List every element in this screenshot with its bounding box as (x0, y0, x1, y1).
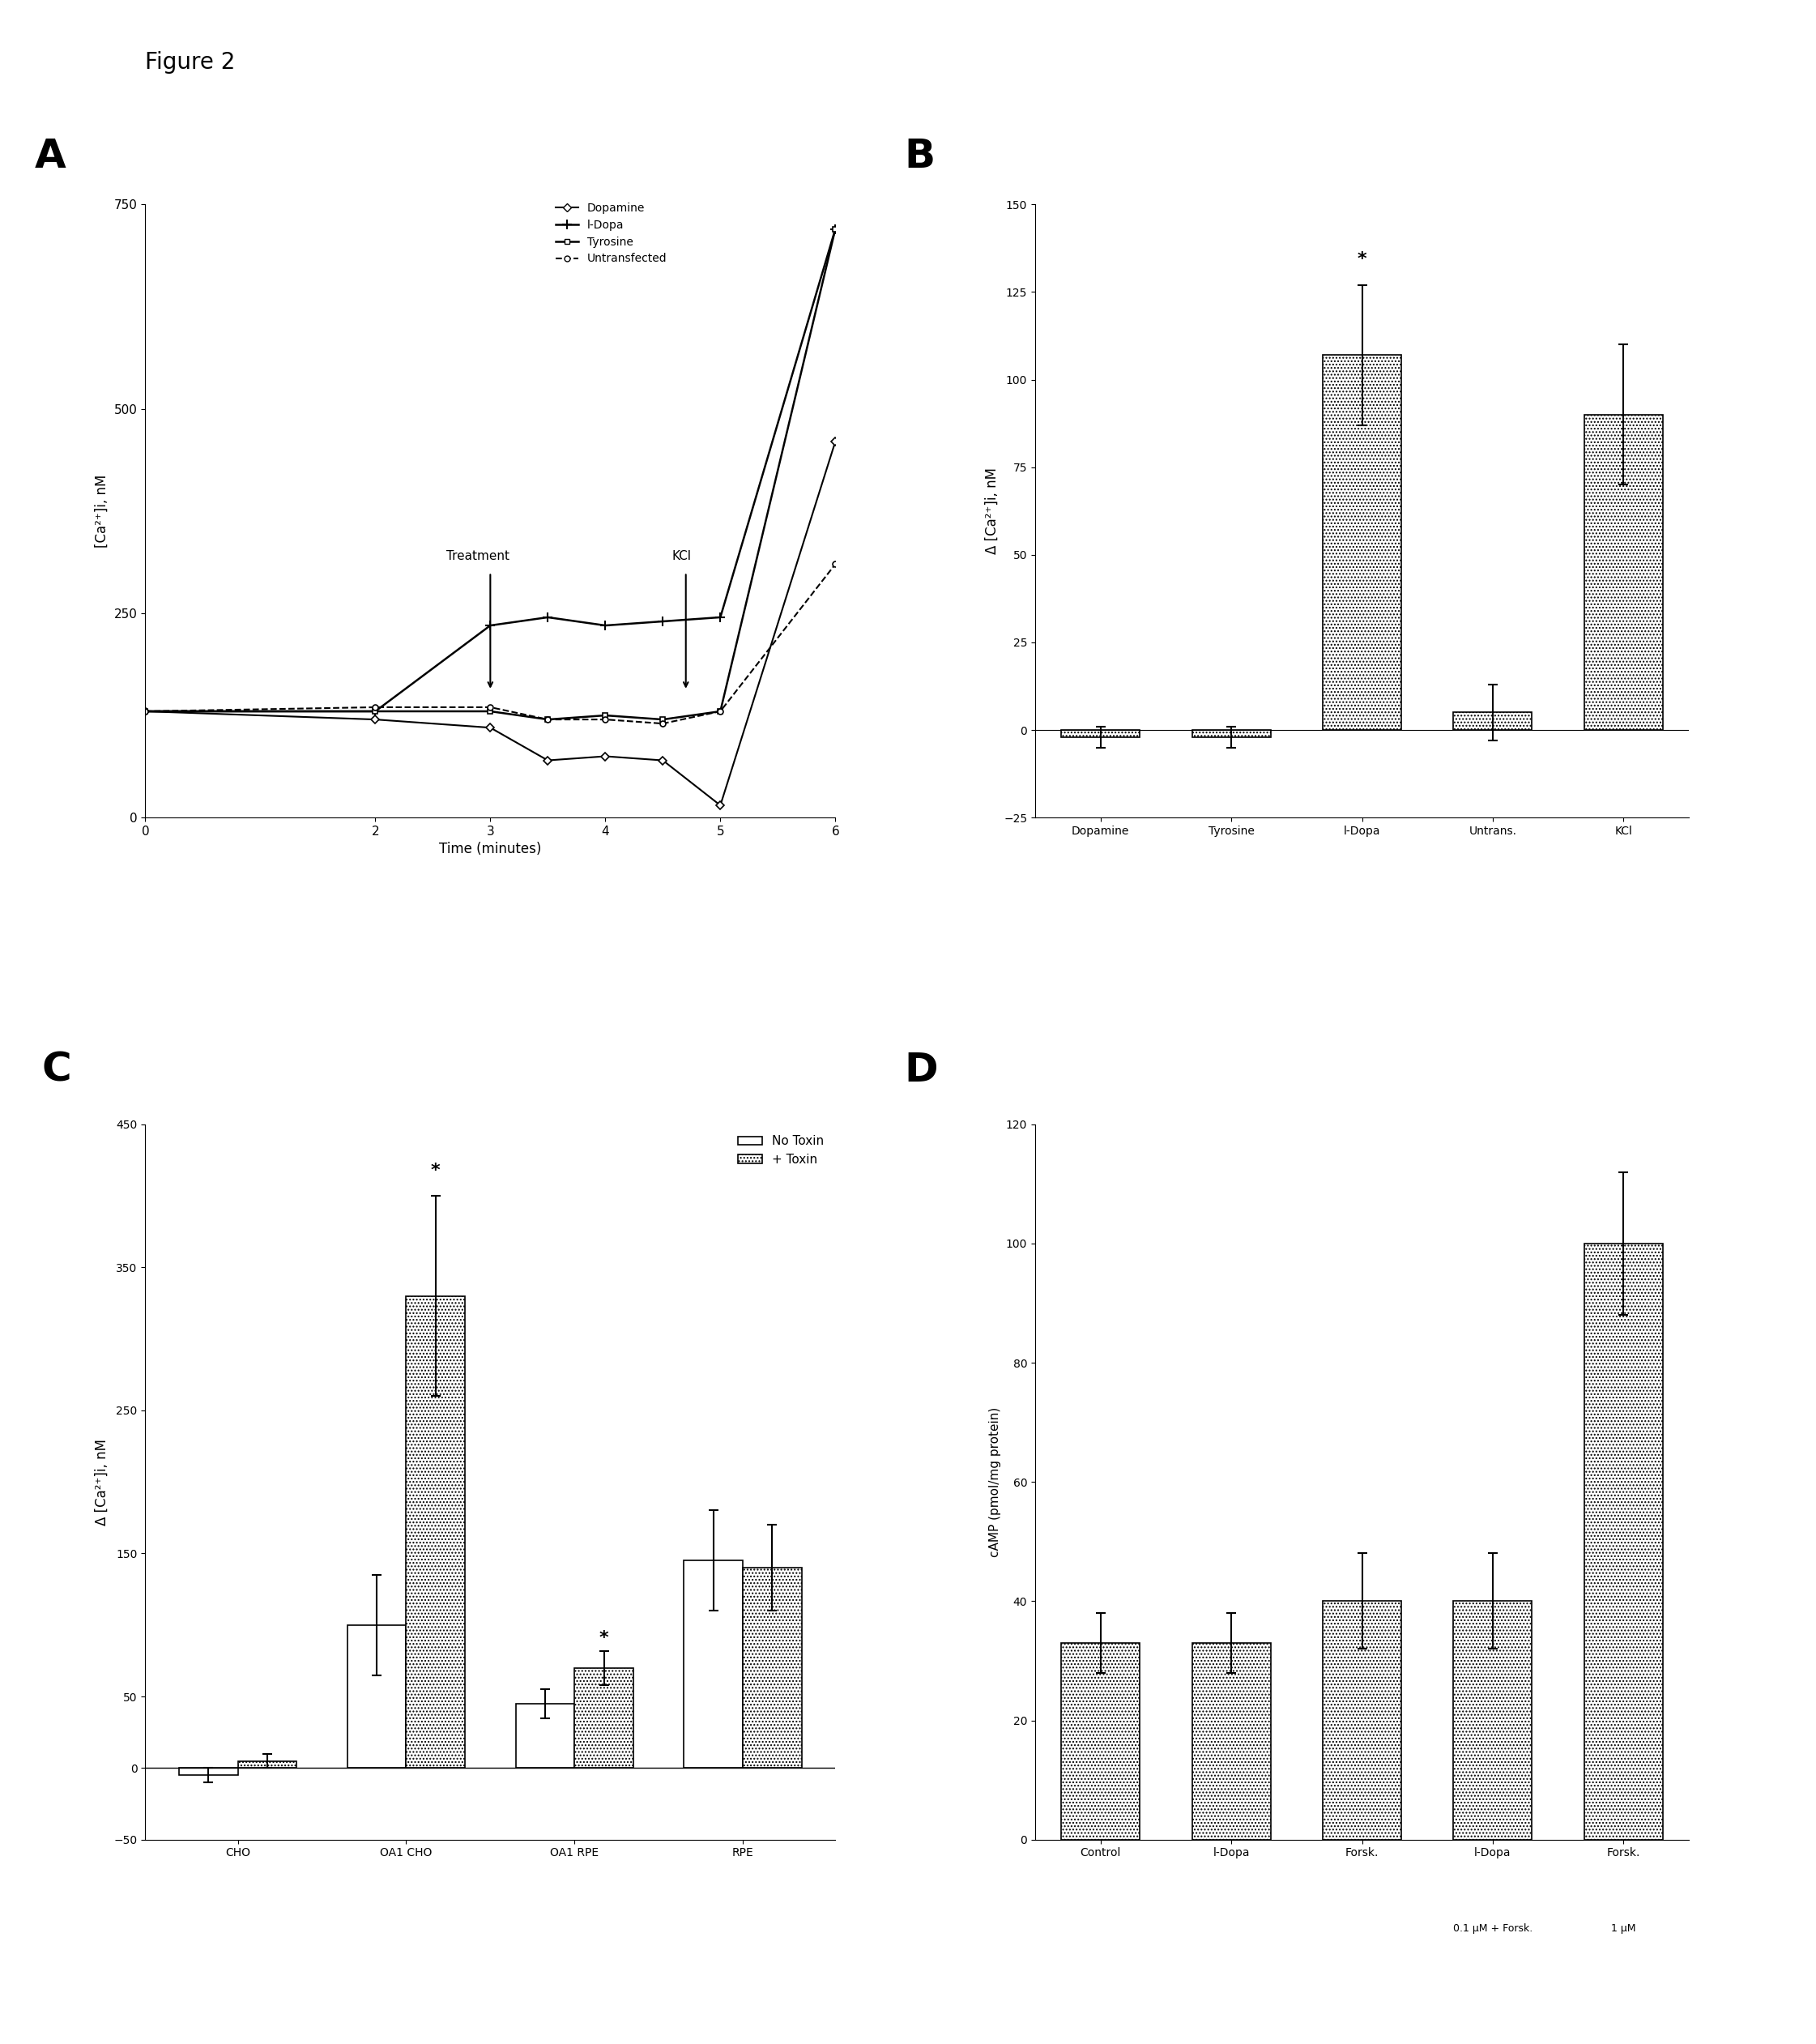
Bar (1453, 1600, 1533, 1840)
Text: C: C (42, 1051, 71, 1089)
Y-axis label: Δ [Ca²⁺]i, nM: Δ [Ca²⁺]i, nM (94, 1439, 109, 1525)
Bar (743, 1568, 801, 1768)
Y-axis label: cAMP (pmol/mg protein): cAMP (pmol/mg protein) (990, 1406, 1001, 1558)
Bar (1584, 415, 1663, 730)
Text: 0.1 μM + Forsk.: 0.1 μM + Forsk. (1453, 1923, 1533, 1934)
Bar (407, 1296, 465, 1768)
Legend: No Toxin, + Toxin: No Toxin, + Toxin (732, 1130, 830, 1171)
Bar (1584, 1243, 1663, 1840)
Bar (1191, 1643, 1271, 1840)
Bar (1322, 1600, 1402, 1840)
Bar (574, 1668, 634, 1768)
Bar (238, 1760, 296, 1768)
Text: Figure 2: Figure 2 (145, 51, 236, 74)
Bar (685, 1562, 743, 1768)
Bar (1453, 713, 1533, 730)
Text: *: * (599, 1631, 608, 1647)
Text: *: * (1357, 251, 1367, 268)
Bar (1191, 730, 1271, 738)
X-axis label: Time (minutes): Time (minutes) (439, 842, 541, 856)
Text: D: D (904, 1051, 939, 1089)
Y-axis label: Δ [Ca²⁺]i, nM: Δ [Ca²⁺]i, nM (984, 468, 999, 554)
Bar (1061, 730, 1140, 738)
Bar (180, 1768, 238, 1774)
Text: 1 μM: 1 μM (1611, 1923, 1636, 1934)
Bar (1322, 356, 1402, 730)
Text: Treatment: Treatment (447, 550, 510, 562)
Bar (1061, 1643, 1140, 1840)
Text: *: * (430, 1163, 439, 1179)
Text: KCl: KCl (672, 550, 692, 562)
Y-axis label: [Ca²⁺]i, nM: [Ca²⁺]i, nM (94, 474, 109, 548)
Text: A: A (35, 137, 65, 176)
Bar (347, 1625, 407, 1768)
Text: B: B (904, 137, 935, 176)
Legend: Dopamine, l-Dopa, Tyrosine, Untransfected: Dopamine, l-Dopa, Tyrosine, Untransfecte… (550, 198, 672, 270)
Bar (516, 1703, 574, 1768)
